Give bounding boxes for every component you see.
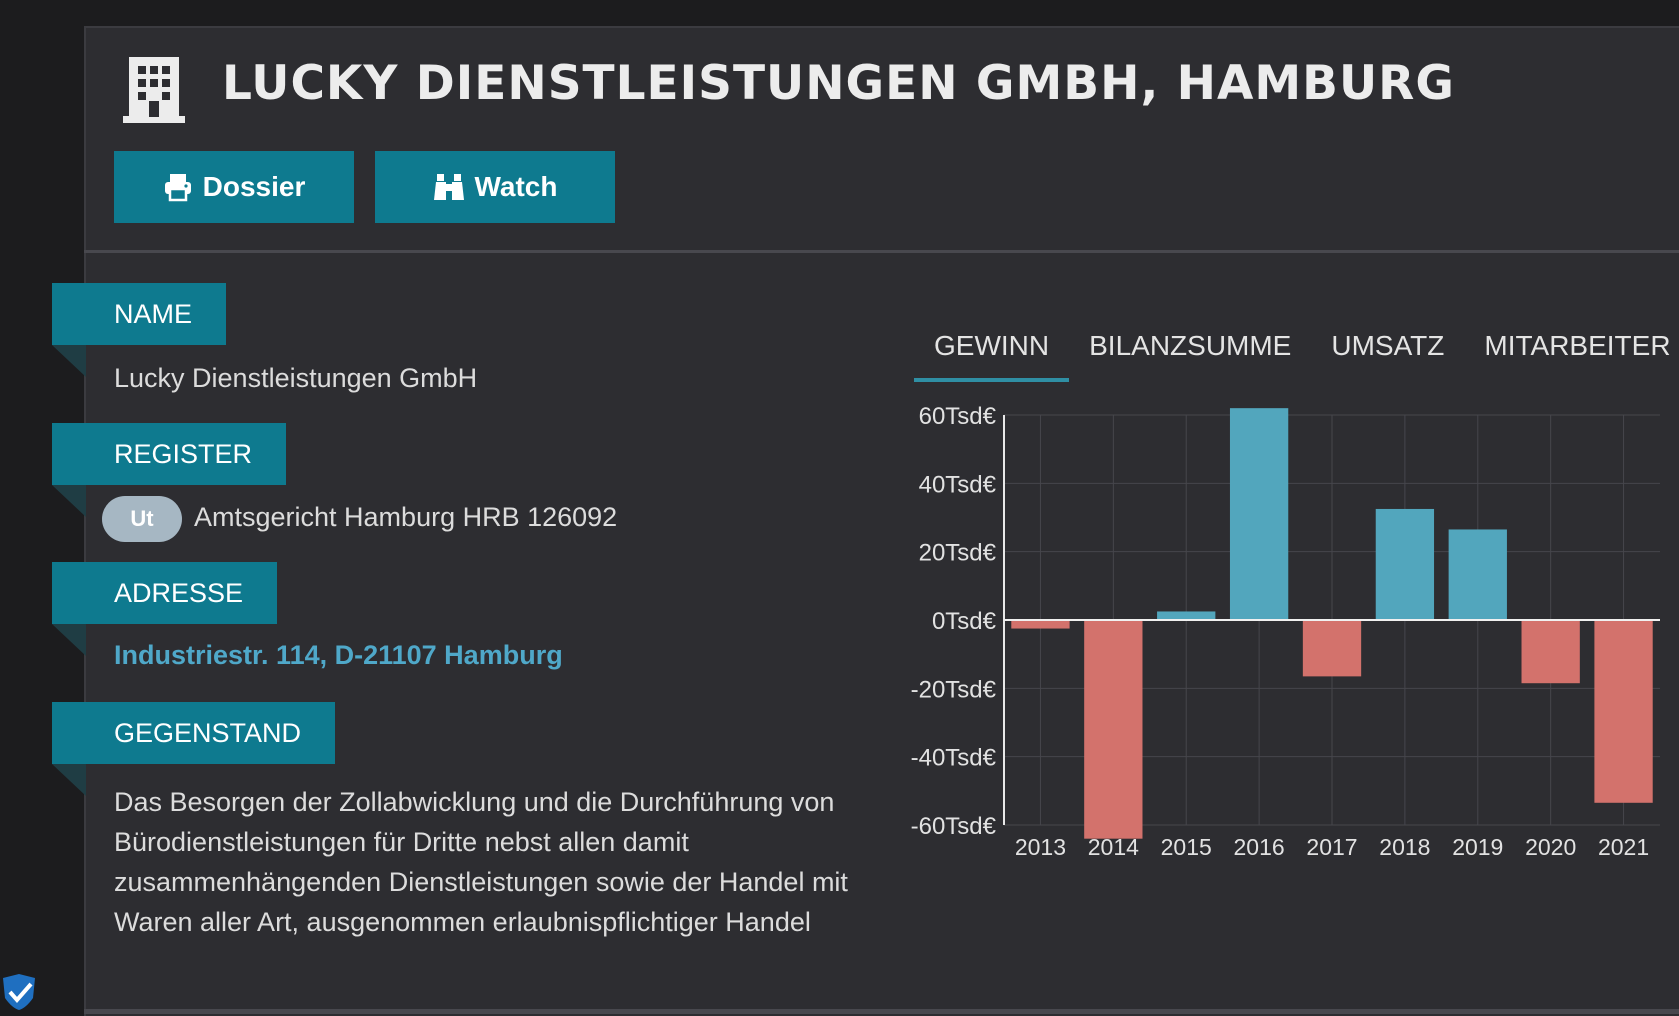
profit-bar-chart: 60Tsd€ 40Tsd€ 20Tsd€ 0Tsd€ -20Tsd€ -40Tsd€ -60… (911, 403, 1660, 860)
address-label-fold (52, 624, 86, 656)
register-value: Amtsgericht Hamburg HRB 126092 (194, 502, 618, 532)
y-tick-label: 40Tsd€ (919, 471, 997, 498)
address-label: ADRESSE (52, 562, 278, 624)
checkmark-shield-icon[interactable] (0, 972, 38, 1012)
x-tick-label: 2019 (1452, 834, 1503, 860)
y-tick-label: -20Tsd€ (911, 676, 997, 703)
watch-button[interactable]: Watch (375, 151, 615, 223)
x-tick-label: 2018 (1379, 834, 1430, 860)
chart-bar (1157, 611, 1216, 620)
chart-bar (1594, 620, 1653, 803)
printer-icon (164, 174, 191, 202)
tab-gewinn[interactable]: GEWINN (914, 320, 1070, 382)
x-tick-label: 2017 (1306, 834, 1357, 860)
company-name-value: Lucky Dienstleistungen GmbH (114, 363, 478, 393)
dossier-button[interactable]: Dossier (114, 151, 354, 223)
chart-tabs: GEWINN BILANZSUMME UMSATZ MITARBEITER (914, 320, 1679, 382)
building-icon (123, 57, 185, 123)
purpose-text: Das Besorgen der Zollabwicklung und die … (114, 787, 848, 937)
binoculars-icon (433, 174, 464, 200)
x-tick-label: 2013 (1015, 834, 1066, 860)
x-tick-label: 2016 (1234, 834, 1285, 860)
x-tick-label: 2015 (1161, 834, 1212, 860)
chart-bar (1375, 508, 1435, 620)
bottom-divider (84, 1009, 1679, 1014)
tab-mitarbeiter[interactable]: MITARBEITER (1484, 330, 1671, 361)
chart-bar (1521, 620, 1580, 684)
register-status-badge: Ut (102, 496, 182, 542)
purpose-label: GEGENSTAND (52, 702, 336, 764)
y-tick-label: 20Tsd€ (919, 540, 997, 567)
chart-bar (1302, 620, 1362, 677)
x-tick-label: 2021 (1598, 834, 1649, 860)
chart-bar (1448, 529, 1507, 620)
tab-umsatz[interactable]: UMSATZ (1331, 330, 1445, 361)
purpose-label-fold (52, 764, 86, 796)
register-label: REGISTER (52, 423, 287, 485)
watch-button-label: Watch (474, 171, 558, 202)
chart-bar (1084, 620, 1143, 839)
page-title: LUCKY DIENSTLEISTUNGEN GMBH, HAMBURG (222, 56, 1455, 111)
register-label-fold (52, 485, 86, 517)
name-label: NAME (52, 283, 227, 345)
chart-bar (1011, 620, 1070, 629)
x-tick-label: 2020 (1525, 834, 1576, 860)
y-tick-label: 60Tsd€ (919, 403, 997, 430)
y-tick-label: -60Tsd€ (911, 813, 997, 840)
y-tick-label: 0Tsd€ (932, 608, 997, 635)
dossier-button-label: Dossier (202, 171, 306, 202)
header-divider (84, 250, 1679, 253)
name-label-fold (52, 345, 86, 377)
chart-bar (1229, 408, 1289, 620)
y-tick-label: -40Tsd€ (911, 745, 997, 772)
address-link[interactable]: Industriestr. 114, D-21107 Hamburg (114, 640, 563, 670)
tab-bilanzsumme[interactable]: BILANZSUMME (1089, 330, 1292, 361)
